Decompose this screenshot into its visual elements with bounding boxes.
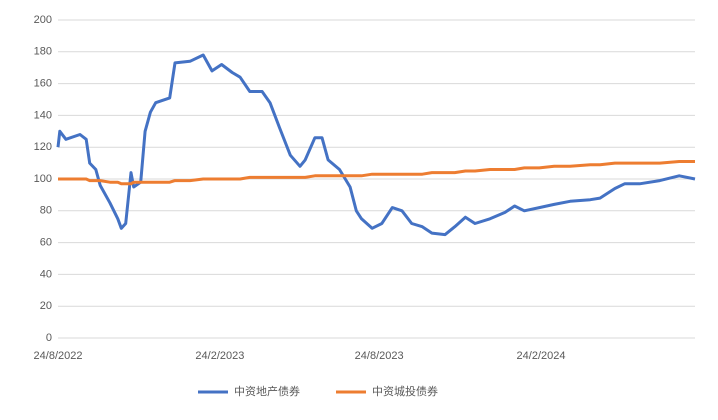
y-tick-label: 200 — [34, 14, 52, 26]
y-tick-label: 180 — [34, 46, 52, 58]
y-tick-label: 40 — [40, 268, 52, 280]
y-tick-label: 100 — [34, 173, 52, 185]
y-tick-label: 140 — [34, 109, 52, 121]
series-line — [58, 160, 695, 186]
y-tick-label: 160 — [34, 78, 52, 90]
y-tick-label: 20 — [40, 300, 52, 312]
x-tick-label: 24/8/2022 — [34, 350, 83, 362]
series-line — [56, 53, 696, 237]
x-tick-label: 24/8/2023 — [355, 350, 404, 362]
y-tick-label: 60 — [40, 237, 52, 249]
y-tick-label: 0 — [46, 332, 52, 344]
x-tick-label: 24/2/2024 — [517, 350, 566, 362]
legend-label: 中资地产债券 — [234, 384, 300, 398]
x-tick-label: 24/2/2023 — [195, 350, 244, 362]
legend-label: 中资城投债券 — [372, 384, 438, 398]
y-tick-label: 120 — [34, 141, 52, 153]
y-tick-label: 80 — [40, 205, 52, 217]
